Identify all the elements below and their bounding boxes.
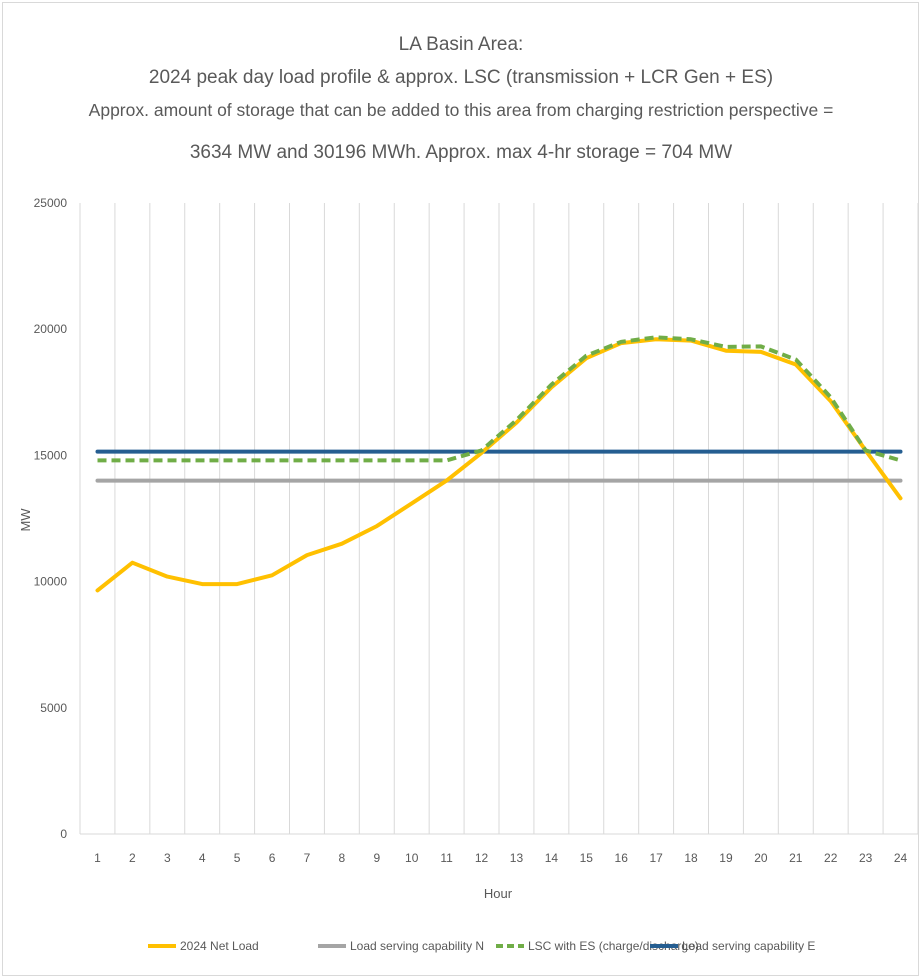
legend-label: 2024 Net Load (180, 939, 259, 953)
y-tick-label: 20000 (34, 322, 68, 336)
grid-lines (79, 203, 919, 835)
x-tick-label: 14 (545, 851, 559, 865)
x-tick-label: 1 (94, 851, 101, 865)
x-tick-label: 8 (339, 851, 346, 865)
legend: 2024 Net Load Load serving capability N LS… (148, 939, 815, 953)
legend-label: LSC with ES (charge/discharge) (528, 939, 699, 953)
x-tick-label: 5 (234, 851, 241, 865)
x-tick-label: 6 (269, 851, 276, 865)
x-tick-label: 17 (649, 851, 663, 865)
x-tick-label: 18 (684, 851, 698, 865)
x-tick-label: 15 (580, 851, 594, 865)
series-line-lsc-with-es-charge-discharge (97, 335, 902, 463)
x-tick-label: 23 (859, 851, 873, 865)
x-tick-label: 12 (475, 851, 489, 865)
y-tick-label: 25000 (34, 196, 68, 210)
x-tick-label: 10 (405, 851, 419, 865)
x-tick-label: 21 (789, 851, 803, 865)
y-axis-ticks: 0 5000 10000 15000 20000 25000 (34, 196, 68, 841)
x-tick-label: 19 (719, 851, 733, 865)
x-axis-ticks: 1 2 3 4 5 6 7 8 9 10 11 12 13 14 15 16 17 18 19 20 21 22 23 24 (94, 851, 907, 865)
title-line-3: Approx. amount of storage that can be ad… (89, 100, 834, 120)
title-line-1: LA Basin Area: (399, 34, 524, 55)
y-axis-title: MW (18, 508, 33, 532)
legend-label: Load serving capability N (350, 939, 484, 953)
y-tick-label: 5000 (40, 701, 67, 715)
x-tick-label: 7 (304, 851, 311, 865)
x-tick-label: 24 (894, 851, 908, 865)
chart-title: LA Basin Area: 2024 peak day load profil… (89, 34, 834, 163)
x-tick-label: 20 (754, 851, 768, 865)
legend-label: Load serving capability E (682, 939, 815, 953)
x-tick-label: 3 (164, 851, 171, 865)
title-line-4: 3634 MW and 30196 MWh. Approx. max 4-hr … (190, 142, 732, 163)
x-tick-label: 16 (615, 851, 629, 865)
x-tick-label: 2 (129, 851, 136, 865)
x-tick-label: 13 (510, 851, 524, 865)
x-tick-label: 11 (440, 851, 453, 865)
x-tick-label: 22 (824, 851, 838, 865)
y-tick-label: 15000 (34, 448, 68, 462)
y-tick-label: 10000 (34, 575, 68, 589)
series-lines (95, 335, 903, 593)
title-line-2: 2024 peak day load profile & approx. LSC… (149, 67, 773, 88)
x-axis-title: Hour (484, 886, 513, 901)
y-tick-label: 0 (60, 827, 67, 841)
x-tick-label: 4 (199, 851, 206, 865)
x-tick-label: 9 (373, 851, 380, 865)
